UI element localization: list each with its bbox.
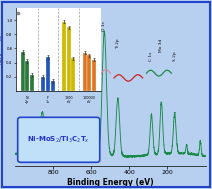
- Text: Ti 2p: Ti 2p: [116, 38, 120, 49]
- Text: Ni 2p: Ni 2p: [40, 43, 44, 55]
- Bar: [41, 77, 45, 91]
- Bar: [50, 81, 54, 91]
- Bar: [25, 61, 29, 91]
- X-axis label: Binding Energy (eV): Binding Energy (eV): [67, 178, 153, 187]
- Text: Ni-MoS$_2$/Ti$_3$C$_2$T$_x$: Ni-MoS$_2$/Ti$_3$C$_2$T$_x$: [27, 135, 90, 145]
- Bar: [21, 52, 25, 91]
- Y-axis label: HDS Removal/%: HDS Removal/%: [1, 34, 5, 64]
- Bar: [30, 75, 34, 91]
- Text: O 1s: O 1s: [102, 21, 106, 31]
- Bar: [62, 22, 66, 91]
- Bar: [83, 53, 87, 91]
- FancyBboxPatch shape: [18, 117, 100, 162]
- Text: C 1s: C 1s: [149, 51, 153, 61]
- Bar: [92, 60, 96, 91]
- Bar: [87, 56, 91, 91]
- Text: F 1s: F 1s: [73, 64, 77, 73]
- Bar: [67, 27, 71, 91]
- Text: S 2p: S 2p: [173, 51, 177, 61]
- Text: Mo 3d: Mo 3d: [159, 38, 163, 52]
- Bar: [46, 57, 50, 91]
- Bar: [71, 58, 75, 91]
